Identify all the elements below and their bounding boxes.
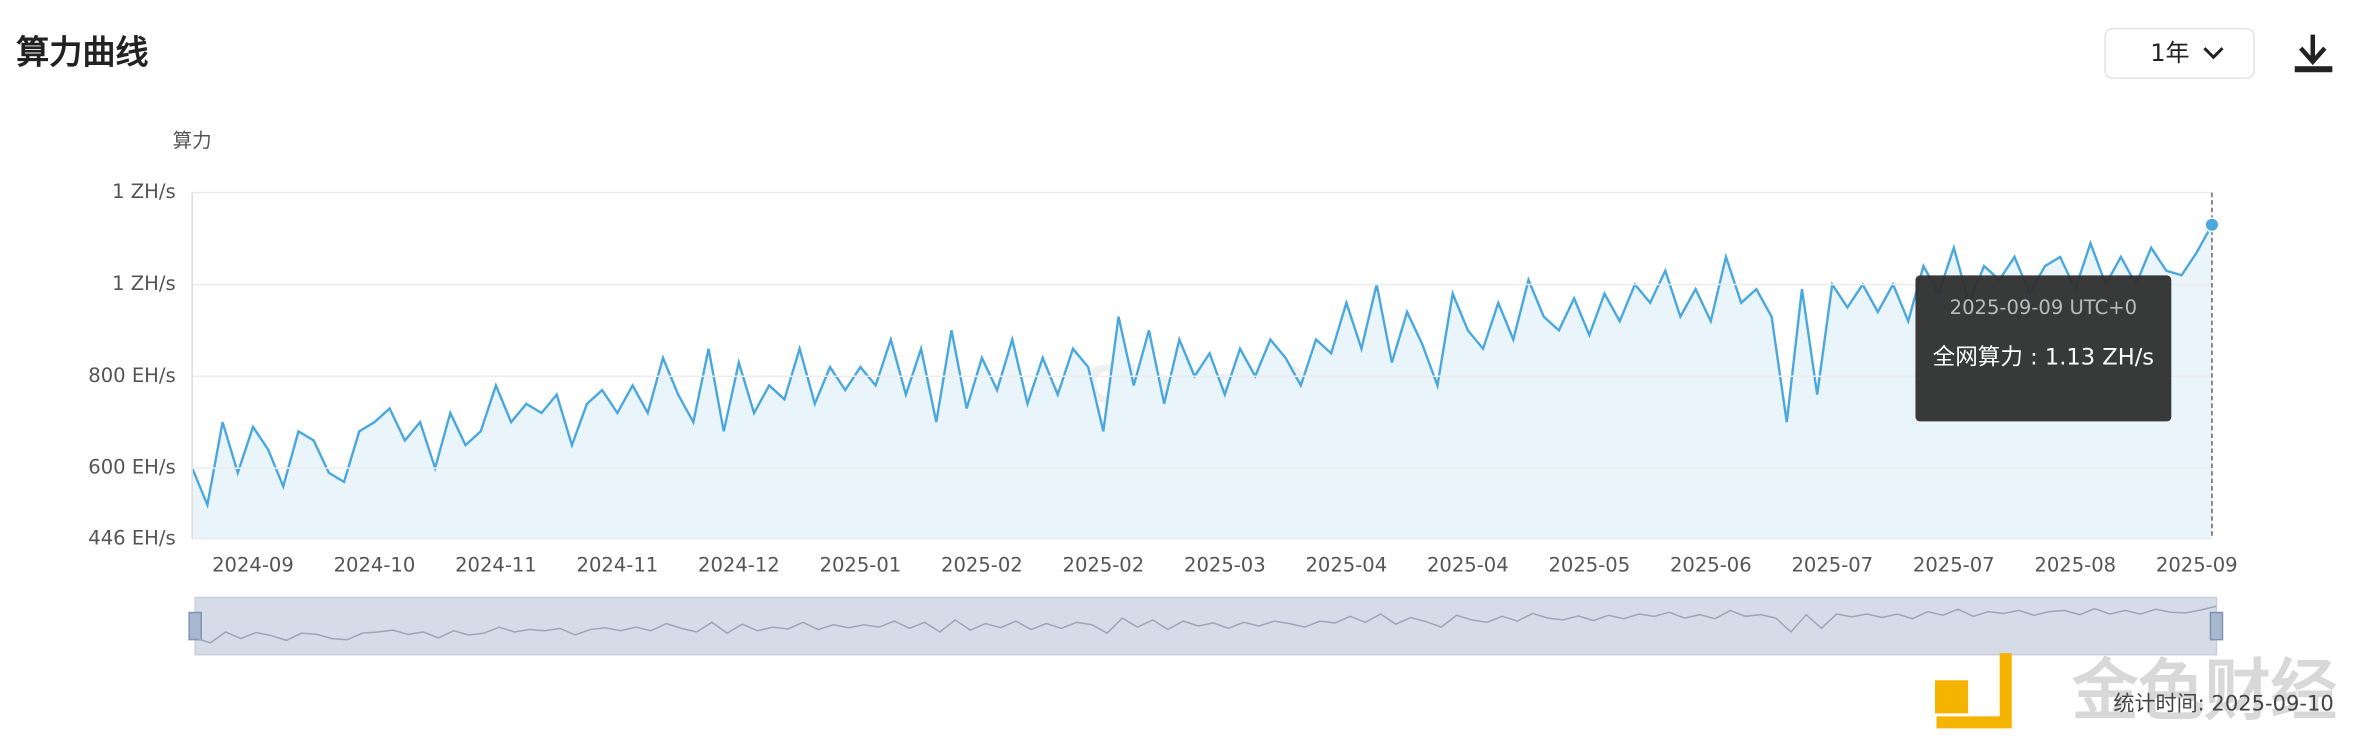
y-axis-name: 算力 xyxy=(173,129,212,152)
x-tick-label: 2024-11 xyxy=(577,553,659,576)
zoom-handle-right[interactable] xyxy=(2209,611,2224,641)
x-tick-label: 2025-03 xyxy=(1184,553,1266,576)
area xyxy=(192,224,2212,539)
x-tick-label: 2025-09 xyxy=(2156,553,2238,576)
tooltip-value: 全网算力 : 1.13 ZH/s xyxy=(1933,345,2154,371)
range-button-label[interactable]: 1年 xyxy=(2150,39,2189,67)
x-tick-label: 2025-02 xyxy=(1063,553,1145,576)
download-arrow[interactable] xyxy=(2299,34,2327,66)
x-tick-label: 2024-12 xyxy=(698,553,780,576)
x-tick-label: 2024-11 xyxy=(455,553,537,576)
y-tick-label: 800 EH/s xyxy=(88,364,175,387)
x-tick-label: 2025-08 xyxy=(2034,553,2116,576)
logo-block xyxy=(1935,680,1969,714)
chart-title: 算力曲线 xyxy=(16,33,148,72)
download-base[interactable] xyxy=(2294,66,2333,73)
y-tick-label: 1 ZH/s xyxy=(112,180,176,203)
download-icon[interactable] xyxy=(2294,34,2333,73)
x-tick-label: 2025-06 xyxy=(1670,553,1752,576)
brand-logo xyxy=(1935,653,2012,729)
hover-point xyxy=(2204,217,2220,233)
x-tick-label: 2025-02 xyxy=(941,553,1023,576)
zoom-handle-left[interactable] xyxy=(188,611,202,641)
x-tick-label: 2025-07 xyxy=(1791,553,1873,576)
x-tick-label: 2025-04 xyxy=(1306,553,1388,576)
mini-line xyxy=(194,605,2217,644)
tooltip xyxy=(1915,275,2172,422)
footer: 统计时间: 2025-09-10 xyxy=(2113,690,2333,715)
x-tick-label: 2025-07 xyxy=(1913,553,1995,576)
x-tick-label: 2025-04 xyxy=(1427,553,1509,576)
tooltip-date: 2025-09-09 UTC+0 xyxy=(1950,296,2137,319)
zoom-slider[interactable] xyxy=(194,596,2218,656)
brand-watermark: 金色财经 xyxy=(2071,652,2337,729)
y-tick-label: 600 EH/s xyxy=(88,456,175,479)
x-tick-label: 2025-01 xyxy=(820,553,902,576)
y-tick-label: 446 EH/s xyxy=(88,526,175,549)
x-tick-label: 2024-10 xyxy=(334,553,416,576)
range-button[interactable] xyxy=(2104,27,2255,80)
x-tick-label: 2024-09 xyxy=(212,553,294,576)
logo-frame xyxy=(1936,653,2012,729)
x-tick-label: 2025-05 xyxy=(1548,553,1630,576)
dropdown-arrow xyxy=(2203,47,2224,60)
line xyxy=(191,224,2213,510)
y-tick-label: 1 ZH/s xyxy=(112,272,176,295)
